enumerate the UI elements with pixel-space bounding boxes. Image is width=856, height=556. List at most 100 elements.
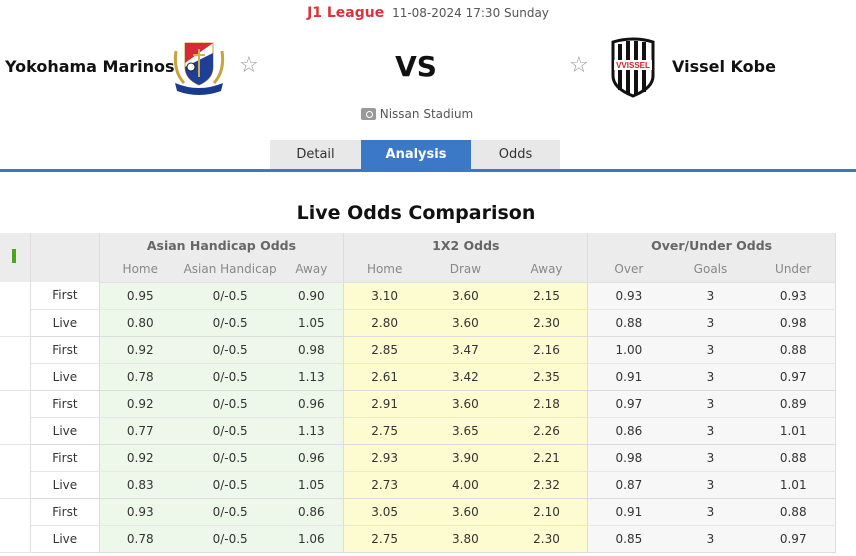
ou-under-odds: 0.98 <box>751 309 837 337</box>
ah-home-odds: 0.92 <box>99 390 182 418</box>
ou-over-odds: 0.88 <box>587 309 670 337</box>
x12-draw-odds: 3.90 <box>424 444 506 472</box>
ah-home-odds: 0.93 <box>99 498 182 526</box>
x12-away-odds: 2.32 <box>505 471 589 499</box>
odds-row: First 0.95 0/-0.5 0.90 3.10 3.60 2.15 0.93 3 0.93 <box>0 282 837 337</box>
ah-handicap: 0/-0.5 <box>181 417 280 445</box>
odds-type-label: First <box>30 444 100 472</box>
away-team-logo[interactable]: VVISSEL <box>608 36 658 98</box>
home-team-name[interactable]: Yokohama Marinos <box>5 57 175 76</box>
ou-goals: 3 <box>669 444 752 472</box>
ah-home-odds: 0.83 <box>99 471 182 499</box>
ou-goals: 3 <box>669 363 752 391</box>
ah-handicap: 0/-0.5 <box>181 444 280 472</box>
odds-row: First 0.92 0/-0.5 0.98 2.85 3.47 2.16 1.00 3 0.88 <box>0 336 837 391</box>
x12-away-odds: 2.16 <box>505 336 589 364</box>
x12-home-odds: 2.75 <box>343 417 425 445</box>
venue: Nissan Stadium <box>0 107 834 121</box>
odds-row: Live 0.83 0/-0.5 1.05 2.73 4.00 2.32 0.87 3 1.01 <box>0 471 837 499</box>
x12-draw-odds: 3.60 <box>424 390 506 418</box>
ou-under-odds: 0.88 <box>751 498 837 526</box>
tab-odds[interactable]: Odds <box>471 140 560 170</box>
ah-home-odds: 0.92 <box>99 336 182 364</box>
x12-away-odds: 2.10 <box>505 498 589 526</box>
odds-row: First 0.92 0/-0.5 0.96 2.91 3.60 2.18 0.97 3 0.89 <box>0 390 837 445</box>
ah-away-odds: 0.86 <box>279 498 345 526</box>
odds-type-label: Live <box>30 309 100 337</box>
odds-type-label: First <box>30 390 100 418</box>
ou-over-odds: 0.98 <box>587 444 670 472</box>
odds-type-label: First <box>30 498 100 526</box>
tab-underline <box>0 169 856 172</box>
subheader: Goals <box>669 257 752 283</box>
away-team-name[interactable]: Vissel Kobe <box>672 57 776 76</box>
tab-analysis[interactable]: Analysis <box>361 140 471 170</box>
ou-under-odds: 0.97 <box>751 525 837 553</box>
company-cell[interactable] <box>0 336 32 391</box>
ou-under-odds: 1.01 <box>751 417 837 445</box>
league-link[interactable]: J1 League <box>307 5 385 21</box>
subheader: Asian Handicap <box>181 257 280 283</box>
ah-away-odds: 1.06 <box>279 525 345 553</box>
company-header <box>0 233 32 282</box>
company-cell[interactable] <box>0 498 32 553</box>
odds-row: Live 0.80 0/-0.5 1.05 2.80 3.60 2.30 0.88 3 0.98 <box>0 309 837 337</box>
yokohama-crest-icon <box>173 42 225 95</box>
ah-handicap: 0/-0.5 <box>181 498 280 526</box>
ou-under-odds: 0.93 <box>751 282 837 310</box>
ou-goals: 3 <box>669 525 752 553</box>
ah-away-odds: 0.98 <box>279 336 345 364</box>
subheader: Away <box>505 257 589 283</box>
ah-away-odds: 0.90 <box>279 282 345 310</box>
subheader: Over <box>587 257 670 283</box>
ou-goals: 3 <box>669 417 752 445</box>
ah-away-odds: 0.96 <box>279 390 345 418</box>
ou-under-odds: 0.97 <box>751 363 837 391</box>
ou-goals: 3 <box>669 309 752 337</box>
subheader: Under <box>751 257 837 283</box>
odds-row: First 0.93 0/-0.5 0.86 3.05 3.60 2.10 0.91 3 0.88 <box>0 498 837 553</box>
match-info-line: J1 League 11-08-2024 17:30 Sunday <box>0 5 856 21</box>
company-cell[interactable] <box>0 282 32 337</box>
ah-away-odds: 1.13 <box>279 417 345 445</box>
ou-group-header: Over/Under Odds <box>587 233 836 257</box>
odds-type-label: Live <box>30 363 100 391</box>
favorite-home-star-icon[interactable]: ☆ <box>239 53 259 78</box>
x12-away-odds: 2.26 <box>505 417 589 445</box>
subheader: Draw <box>424 257 506 283</box>
ou-over-odds: 0.86 <box>587 417 670 445</box>
x12-away-odds: 2.30 <box>505 309 589 337</box>
x12-away-odds: 2.35 <box>505 363 589 391</box>
match-datetime: 11-08-2024 17:30 Sunday <box>392 6 549 20</box>
tab-detail[interactable]: Detail <box>270 140 361 170</box>
company-indicator-icon <box>12 249 17 263</box>
ou-goals: 3 <box>669 390 752 418</box>
odds-type-label: Live <box>30 417 100 445</box>
x12-home-odds: 2.61 <box>343 363 425 391</box>
company-cell[interactable] <box>0 390 32 445</box>
x12-home-odds: 3.10 <box>343 282 425 310</box>
ou-over-odds: 1.00 <box>587 336 670 364</box>
x12-home-odds: 2.80 <box>343 309 425 337</box>
ah-handicap: 0/-0.5 <box>181 363 280 391</box>
ou-under-odds: 0.89 <box>751 390 837 418</box>
x12-draw-odds: 4.00 <box>424 471 506 499</box>
home-team-logo[interactable] <box>170 37 228 97</box>
x12-away-odds: 2.18 <box>505 390 589 418</box>
x12-draw-odds: 3.42 <box>424 363 506 391</box>
ah-home-odds: 0.78 <box>99 525 182 553</box>
ah-handicap: 0/-0.5 <box>181 390 280 418</box>
ou-over-odds: 0.85 <box>587 525 670 553</box>
x12-draw-odds: 3.47 <box>424 336 506 364</box>
company-cell[interactable] <box>0 444 32 499</box>
favorite-away-star-icon[interactable]: ☆ <box>569 53 589 78</box>
x12-draw-odds: 3.80 <box>424 525 506 553</box>
ou-over-odds: 0.97 <box>587 390 670 418</box>
ou-over-odds: 0.91 <box>587 498 670 526</box>
ah-home-odds: 0.77 <box>99 417 182 445</box>
odds-row: Live 0.77 0/-0.5 1.13 2.75 3.65 2.26 0.86 3 1.01 <box>0 417 837 445</box>
ou-over-odds: 0.93 <box>587 282 670 310</box>
ah-away-odds: 0.96 <box>279 444 345 472</box>
odds-comparison-table: Asian Handicap Odds 1X2 Odds Over/Under … <box>0 233 837 553</box>
x12-home-odds: 2.73 <box>343 471 425 499</box>
